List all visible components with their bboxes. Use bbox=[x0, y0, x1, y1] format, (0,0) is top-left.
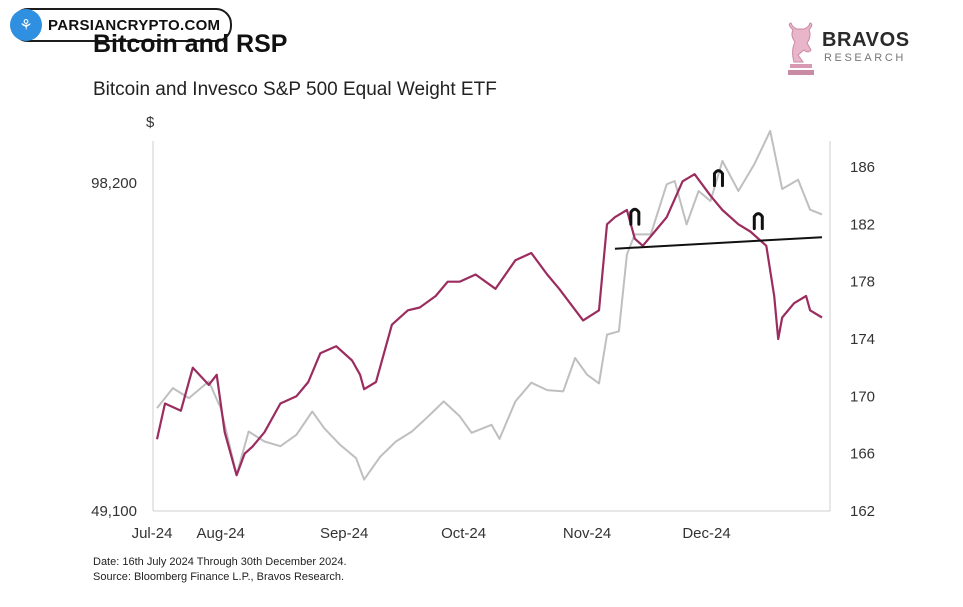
right-tick-label: 162 bbox=[850, 503, 875, 520]
chart-subtitle: Bitcoin and Invesco S&P 500 Equal Weight… bbox=[93, 79, 497, 100]
chart-title: Bitcoin and RSP bbox=[93, 30, 288, 58]
left-tick-label: 98,200 bbox=[91, 175, 137, 192]
x-tick-label: Sep-24 bbox=[320, 525, 368, 542]
x-tick-label: Dec-24 bbox=[682, 525, 730, 542]
source-footnote: Source: Bloomberg Finance L.P., Bravos R… bbox=[93, 571, 345, 583]
peak-marker-annotation bbox=[629, 207, 641, 226]
annotation-layer bbox=[614, 169, 823, 250]
brand-name: BRAVOS bbox=[822, 29, 910, 51]
watermark-badge: ⚘ PARSIANCRYPTO.COM bbox=[10, 8, 233, 42]
x-tick-label: Nov-24 bbox=[563, 525, 611, 542]
right-tick-label: 166 bbox=[850, 446, 875, 463]
parsiancrypto-logo-icon: ⚘ bbox=[10, 9, 42, 41]
date-footnote: Date: 16th July 2024 Through 30th Decemb… bbox=[93, 556, 347, 568]
peak-marker-annotation bbox=[712, 169, 724, 188]
x-tick-label: Aug-24 bbox=[197, 525, 245, 542]
left-tick-label: 49,100 bbox=[91, 503, 137, 520]
bull-chess-knight-icon bbox=[788, 22, 814, 75]
right-tick-label: 170 bbox=[850, 388, 875, 405]
x-tick-label: Oct-24 bbox=[441, 525, 486, 542]
x-tick-label: Jul-24 bbox=[132, 525, 173, 542]
rsp-series-line bbox=[155, 173, 823, 477]
left-axis-ticks: 98,200 49,100 bbox=[91, 175, 137, 520]
right-tick-label: 182 bbox=[850, 216, 875, 233]
brand-tagline: RESEARCH bbox=[824, 52, 906, 64]
bitcoin-series-line bbox=[156, 129, 823, 481]
watermark-text: PARSIANCRYPTO.COM bbox=[48, 16, 221, 34]
x-axis-ticks: Jul-24 Aug-24 Sep-24 Oct-24 Nov-24 Dec-24 bbox=[132, 525, 731, 542]
right-tick-label: 174 bbox=[850, 331, 875, 348]
peak-marker-annotation bbox=[752, 212, 764, 231]
left-axis-unit-label: $ bbox=[146, 114, 155, 131]
right-axis-ticks: 162 166 170 174 178 182 186 bbox=[850, 159, 875, 520]
neckline-annotation bbox=[614, 236, 823, 250]
brand-logo: BRAVOS RESEARCH bbox=[784, 20, 914, 76]
series-layer bbox=[155, 129, 823, 481]
right-tick-label: 178 bbox=[850, 274, 875, 291]
right-tick-label: 186 bbox=[850, 159, 875, 176]
